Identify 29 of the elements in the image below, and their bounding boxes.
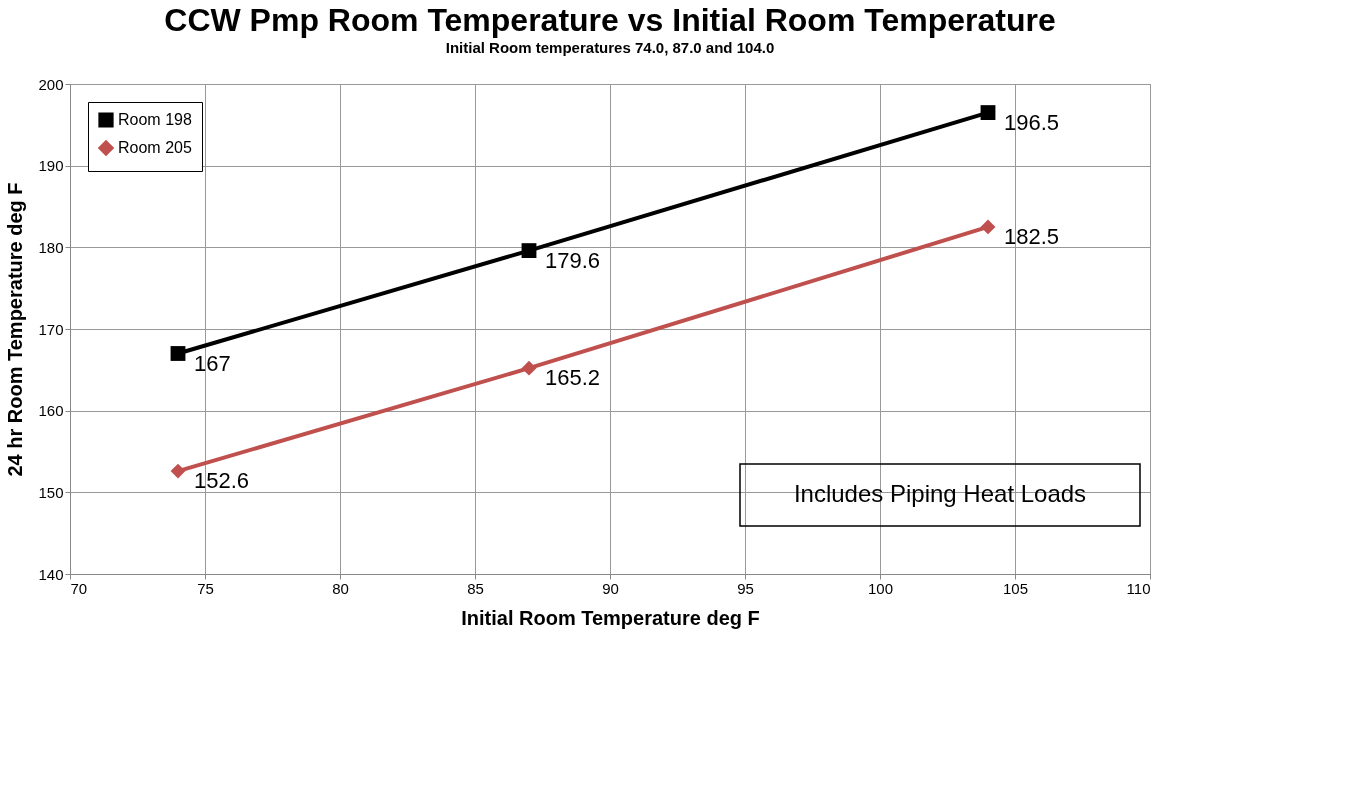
data-label: 165.2: [545, 365, 601, 391]
data-label: 196.5: [1004, 109, 1060, 135]
y-tick-label: 160: [38, 402, 64, 420]
y-tick-label: 140: [38, 565, 64, 583]
annotation: Includes Piping Heat Loads: [793, 480, 1087, 507]
x-tick-label: 100: [867, 579, 894, 597]
data-label: 179.6: [545, 247, 601, 273]
y-tick-label: 190: [38, 157, 64, 175]
legend-label: Room 198: [118, 111, 192, 128]
chart-subtitle: Initial Room temperatures 74.0, 87.0 and 104.0: [445, 39, 775, 56]
x-tick-label: 80: [332, 579, 349, 597]
x-tick-label: 85: [467, 579, 484, 597]
x-axis-title: Initial Room Temperature deg F: [461, 606, 760, 629]
chart-title: CCW Pmp Room Temperature vs Initial Room Temperature: [164, 2, 1056, 38]
y-tick-label: 180: [38, 238, 64, 256]
x-tick-label: 105: [1002, 579, 1029, 597]
x-tick-label: 75: [197, 579, 214, 597]
legend-label: Room 205: [118, 139, 192, 156]
x-tick-label: 110: [1126, 579, 1151, 597]
data-label: 167: [194, 350, 231, 376]
y-axis-title: 24 hr Room Temperature deg F: [4, 182, 27, 477]
data-label: 152.6: [194, 468, 250, 494]
x-tick-label: 95: [737, 579, 754, 597]
data-label: 182.5: [1004, 223, 1060, 249]
y-tick-label: 150: [38, 483, 64, 501]
x-tick-label: 70: [70, 579, 88, 597]
y-tick-label: 170: [38, 320, 64, 338]
y-tick-label: 200: [38, 75, 64, 93]
x-tick-label: 90: [602, 579, 619, 597]
